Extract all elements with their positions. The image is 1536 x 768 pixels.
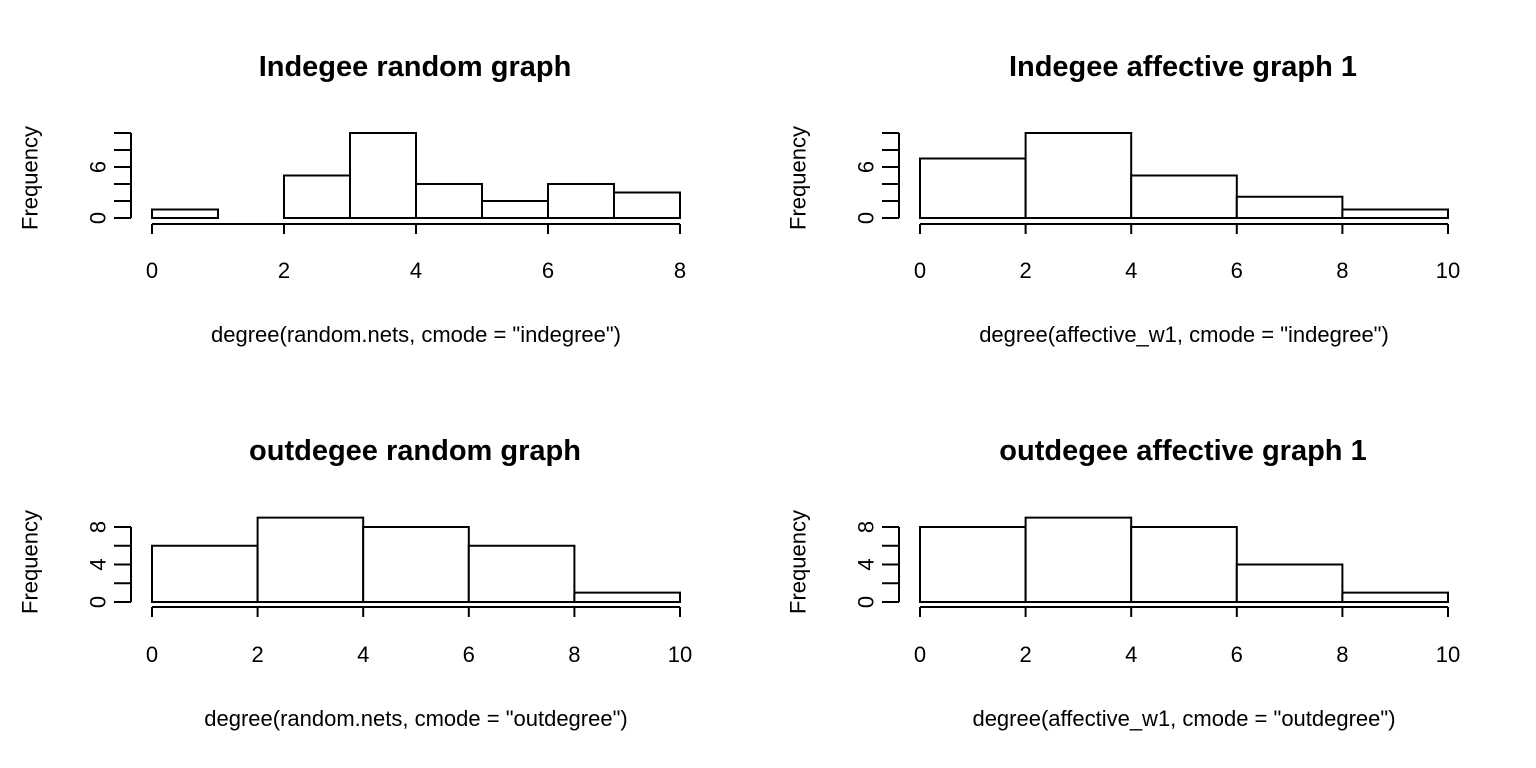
y-tick-label: 8 [854, 521, 879, 533]
x-tick-label: 8 [1336, 642, 1348, 667]
chart-title: outdegee random graph [249, 435, 581, 467]
histogram-bar [1235, 195, 1344, 219]
histogram-bar [573, 591, 682, 603]
x-tick-label: 10 [1436, 258, 1460, 283]
y-tick-label: 0 [854, 212, 879, 224]
y-axis-label: Frequency [786, 510, 811, 614]
y-tick-label: 4 [854, 558, 879, 570]
histogram-panel-2: Indegee affective graph 1 0 2 4 6 8 10 0 6 Freque… [786, 51, 1461, 347]
x-tick-label: 4 [410, 258, 422, 283]
x-tick-label: 2 [1019, 258, 1031, 283]
y-tick-label: 6 [86, 161, 111, 173]
histogram-bar [1024, 132, 1133, 219]
x-axis-label: degree(affective_w1, cmode = "outdegree"… [972, 706, 1395, 731]
y-tick-label: 0 [86, 596, 111, 608]
x-tick-label: 10 [668, 642, 692, 667]
x-tick-label: 6 [542, 258, 554, 283]
x-tick-label: 4 [1125, 642, 1137, 667]
x-tick-label: 4 [357, 642, 369, 667]
histogram-bar [547, 183, 615, 219]
x-tick-label: 8 [1336, 258, 1348, 283]
histogram-panel-1: Indegee random graph 0 2 4 6 8 0 6 Frequency degr… [18, 51, 686, 347]
x-tick-label: 0 [146, 642, 158, 667]
x-tick-label: 2 [278, 258, 290, 283]
histogram-bar [1130, 174, 1238, 219]
histogram-panel-3: outdegee random graph 0 2 4 6 8 10 0 4 8 Frequency… [18, 435, 693, 731]
chart-title: Indegee affective graph 1 [1009, 51, 1357, 83]
x-tick-label: 4 [1125, 258, 1137, 283]
histogram-bar [1341, 208, 1450, 219]
histogram-bar [481, 200, 549, 219]
y-axis-label: Frequency [18, 510, 43, 614]
x-tick-label: 10 [1436, 642, 1460, 667]
y-tick-label: 8 [86, 521, 111, 533]
histogram-bar [467, 544, 576, 603]
x-tick-label: 2 [251, 642, 263, 667]
chart-title: Indegee random graph [259, 51, 572, 83]
x-tick-label: 8 [568, 642, 580, 667]
histogram-bar [1024, 516, 1133, 603]
y-axis-label: Frequency [18, 126, 43, 230]
x-tick-label: 6 [463, 642, 475, 667]
y-tick-label: 0 [854, 596, 879, 608]
x-axis-label: degree(affective_w1, cmode = "indegree") [979, 322, 1389, 347]
histogram-bar [283, 174, 351, 219]
x-tick-label: 8 [674, 258, 686, 283]
histogram-panel-4: outdegee affective graph 1 0 2 4 6 8 10 0 4 8 Freq… [786, 435, 1461, 731]
x-axis-label: degree(random.nets, cmode = "indegree") [211, 322, 621, 347]
chart-title: outdegee affective graph 1 [999, 435, 1366, 467]
histogram-bar [1235, 563, 1344, 603]
histogram-bar [151, 544, 259, 603]
x-tick-label: 0 [914, 258, 926, 283]
x-tick-label: 6 [1231, 642, 1243, 667]
histogram-bar [1130, 526, 1238, 603]
x-tick-label: 0 [914, 642, 926, 667]
y-axis-label: Frequency [786, 126, 811, 230]
y-tick-label: 0 [86, 212, 111, 224]
y-tick-label: 4 [86, 558, 111, 570]
histogram-bar [613, 191, 681, 219]
x-axis-label: degree(random.nets, cmode = "outdegree") [204, 706, 627, 731]
histogram-bar [919, 157, 1027, 219]
histogram-bar [151, 208, 219, 219]
histogram-bar [919, 526, 1027, 603]
x-tick-label: 2 [1019, 642, 1031, 667]
histogram-bar [1341, 591, 1450, 603]
x-tick-label: 6 [1231, 258, 1243, 283]
y-tick-label: 6 [854, 161, 879, 173]
histogram-bar [362, 526, 470, 603]
x-tick-label: 0 [146, 258, 158, 283]
histogram-bar [349, 132, 417, 219]
histogram-bar [415, 183, 483, 219]
histogram-bar [256, 516, 365, 603]
